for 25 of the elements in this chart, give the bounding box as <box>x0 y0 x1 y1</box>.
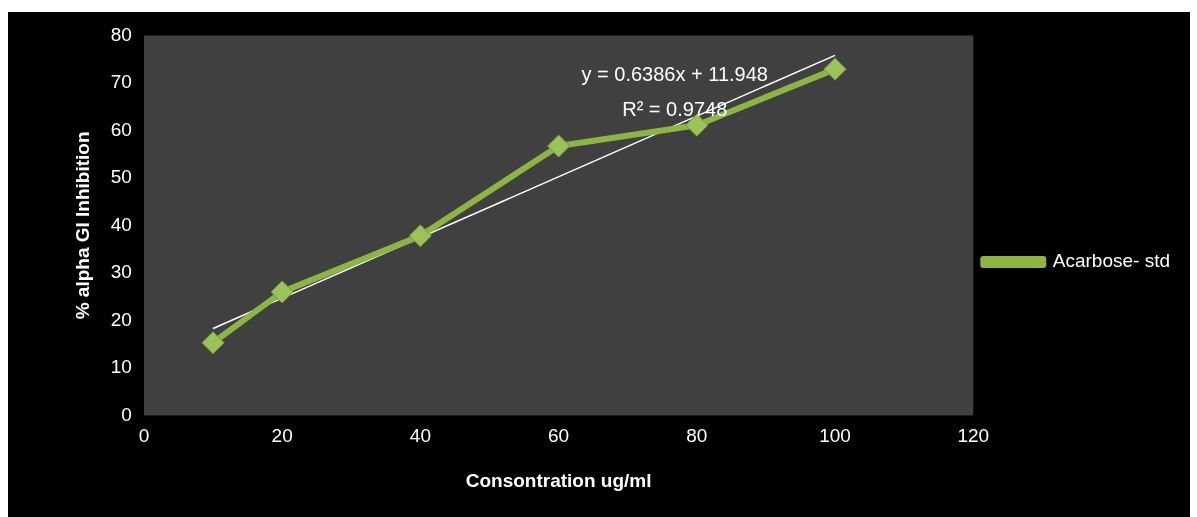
y-tick-label: 20 <box>110 308 132 330</box>
x-tick-label: 60 <box>548 425 570 447</box>
y-axis-title: % alpha GI Inhibition <box>71 131 93 320</box>
point <box>823 57 847 81</box>
point <box>408 224 432 248</box>
x-tick-label: 40 <box>409 425 431 447</box>
y-tick-label: 60 <box>110 118 132 140</box>
annotation: y = 0.6386x + 11.948 <box>581 62 768 85</box>
y-tick-label: 50 <box>110 166 132 188</box>
x-tick-label: 100 <box>819 425 851 447</box>
x-tick-label: 0 <box>138 425 150 447</box>
y-tick-label: 70 <box>110 71 132 93</box>
point <box>201 331 225 355</box>
y-tick-label: 10 <box>110 356 132 378</box>
x-tick-label: 80 <box>686 425 708 447</box>
y-tick-label: 0 <box>121 403 132 425</box>
legend-label: Acarbose- std <box>1052 250 1171 272</box>
y-tick-label: 40 <box>110 213 132 235</box>
x-axis-title: Consontration ug/ml <box>465 469 652 491</box>
x-tick-label: 20 <box>271 425 293 447</box>
y-tick-label: 30 <box>110 261 132 283</box>
point <box>547 134 571 158</box>
x-tick-label: 120 <box>957 425 990 447</box>
point <box>270 280 294 304</box>
y-tick-label: 80 <box>110 23 132 45</box>
